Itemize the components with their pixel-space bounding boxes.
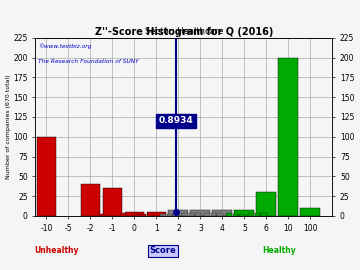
Text: ©www.textbiz.org: ©www.textbiz.org <box>39 43 92 49</box>
Bar <box>167 214 172 216</box>
Bar <box>121 213 126 216</box>
Bar <box>168 210 188 216</box>
Bar <box>233 214 238 216</box>
Bar <box>278 58 298 216</box>
Bar <box>182 213 188 216</box>
Bar <box>189 213 194 216</box>
Bar <box>212 210 232 216</box>
Bar <box>125 212 144 216</box>
Bar <box>134 214 139 216</box>
Bar <box>226 213 232 216</box>
Y-axis label: Number of companies (670 total): Number of companies (670 total) <box>5 75 10 179</box>
Bar <box>195 213 201 216</box>
Bar <box>211 213 216 216</box>
Bar <box>204 213 210 216</box>
Title: Z''-Score Histogram for Q (2016): Z''-Score Histogram for Q (2016) <box>95 27 273 37</box>
Bar <box>261 213 267 216</box>
Bar <box>37 137 57 216</box>
Bar <box>140 214 146 216</box>
Bar <box>99 214 104 216</box>
Bar <box>147 212 166 216</box>
Text: The Research Foundation of SUNY: The Research Foundation of SUNY <box>39 59 139 64</box>
Bar <box>190 210 210 216</box>
Bar <box>255 213 260 216</box>
Bar <box>301 208 320 216</box>
Text: Sector: Healthcare: Sector: Healthcare <box>145 27 223 36</box>
Text: Healthy: Healthy <box>262 246 296 255</box>
Text: Score: Score <box>150 246 176 255</box>
Bar <box>103 188 122 216</box>
Bar <box>239 214 245 216</box>
Text: 0.8934: 0.8934 <box>159 116 193 126</box>
Bar <box>234 210 254 216</box>
Bar <box>81 184 100 216</box>
Bar <box>248 213 254 216</box>
Text: Unhealthy: Unhealthy <box>34 246 78 255</box>
Bar <box>256 192 276 216</box>
Bar <box>217 213 223 216</box>
Bar <box>160 214 166 216</box>
Bar <box>174 214 179 216</box>
Bar <box>147 214 153 216</box>
